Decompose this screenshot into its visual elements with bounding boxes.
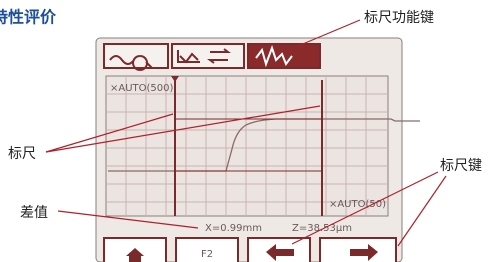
z-value: Z=38.53μm [292,223,352,234]
annotation: 标尺 [8,146,36,162]
annotation: 标尺功能键 [364,10,434,26]
page-title: 特性评价 [0,8,57,27]
annotation: 标尺键 [440,158,482,174]
scale-label: ×AUTO(500) [110,83,174,94]
tab-button-active[interactable] [248,44,320,68]
annotation: 差值 [20,205,48,221]
page: 特性评价 ×AUTO(500) ×AUTO(50) X=0.99mm Z=38.… [0,0,499,262]
button-label: F2 [201,249,213,260]
scale-label: ×AUTO(50) [329,199,386,210]
leader-line [398,176,446,246]
tab-button[interactable] [172,44,244,68]
x-value: X=0.99mm [205,223,262,234]
